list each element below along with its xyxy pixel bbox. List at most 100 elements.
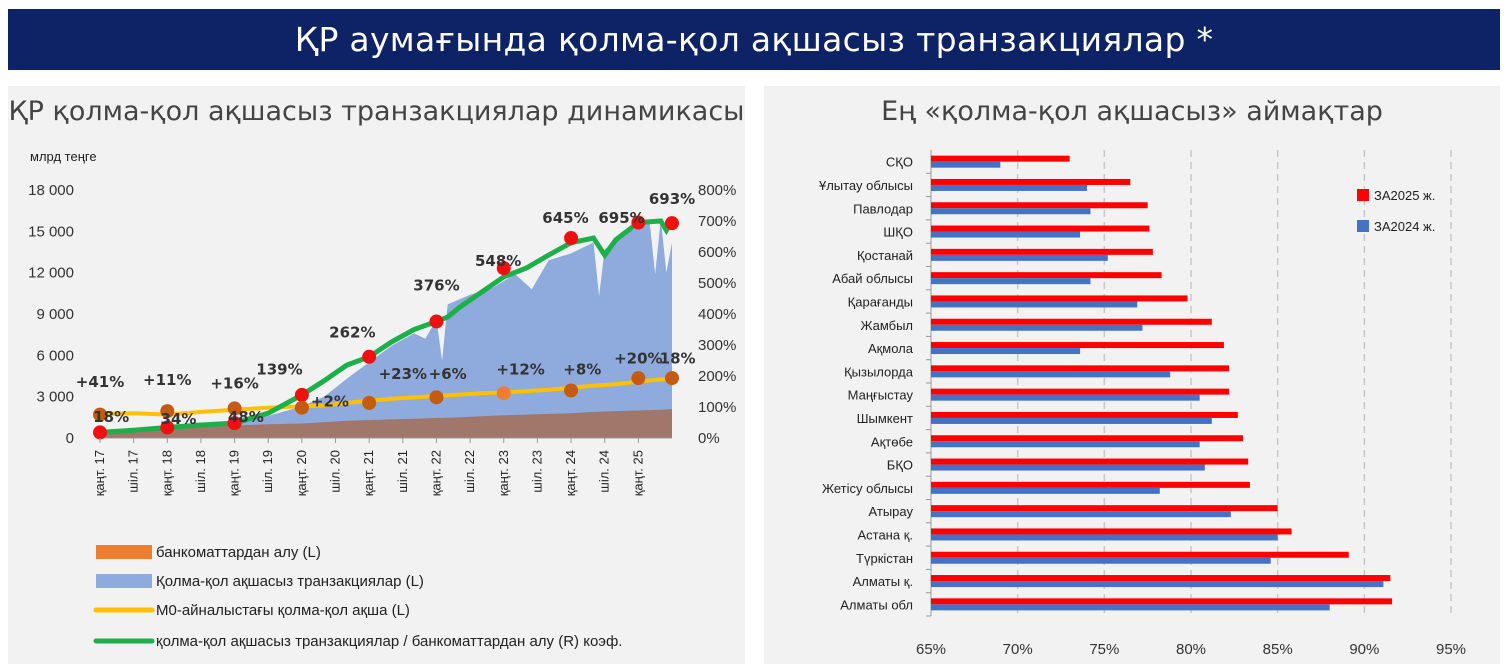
y2-tick-label: 400% xyxy=(698,306,736,323)
data-label: 262% xyxy=(329,323,375,341)
ratio-marker xyxy=(93,425,107,440)
legend-m0-label: М0-айналыстағы қолма-қол ақша (L) xyxy=(156,602,410,619)
data-label: +11% xyxy=(143,371,191,389)
x-tick-label: 95% xyxy=(1436,641,1466,658)
m0-marker xyxy=(227,401,242,416)
ratio-marker xyxy=(429,314,444,329)
bar-2025 xyxy=(931,551,1349,558)
x-tick-label: шіл. 23 xyxy=(529,450,544,493)
bar-2025 xyxy=(931,342,1224,349)
legend-cashless-swatch xyxy=(96,574,152,588)
y2-tick-label: 100% xyxy=(698,399,736,416)
data-label: +16% xyxy=(210,374,258,392)
bar-2024 xyxy=(931,278,1091,285)
x-tick-label: 70% xyxy=(1003,641,1033,658)
legend-2024-label: ЗА2024 ж. xyxy=(1374,219,1435,234)
x-tick-label: 75% xyxy=(1089,641,1119,658)
region-label: Алматы қ. xyxy=(853,574,913,589)
ratio-marker xyxy=(665,216,679,231)
bar-2024 xyxy=(931,581,1384,588)
bar-2024 xyxy=(931,487,1160,494)
data-label: 695% xyxy=(598,209,644,227)
bar-2024 xyxy=(931,184,1087,191)
bar-2025 xyxy=(931,411,1238,418)
region-label: Жетісу облысы xyxy=(822,481,913,496)
x-tick-label: шіл. 21 xyxy=(395,450,410,493)
atm-withdrawal-area xyxy=(100,409,672,438)
legend-cashless-label: Қолма-қол ақшасыз транзакциялар (L) xyxy=(156,573,424,590)
y-tick-label: 12 000 xyxy=(28,265,74,282)
y-tick-label: 15 000 xyxy=(28,223,74,240)
bar-2024 xyxy=(931,208,1091,215)
region-label: Астана қ. xyxy=(857,527,913,542)
region-label: Абай облысы xyxy=(832,271,913,286)
bar-2024 xyxy=(931,511,1231,518)
data-label: +12% xyxy=(496,361,544,379)
x-tick-label: қаңт. 20 xyxy=(294,450,309,496)
bar-2025 xyxy=(931,458,1249,465)
y2-tick-label: 600% xyxy=(698,244,736,261)
region-label: Қарағанды xyxy=(848,294,913,309)
x-tick-label: 65% xyxy=(916,641,946,658)
x-tick-label: шіл. 20 xyxy=(328,450,343,493)
region-label: Атырау xyxy=(869,504,914,519)
y-tick-label: 0 xyxy=(66,430,74,447)
page-title: ҚР аумағында қолма-қол ақшасыз транзакци… xyxy=(294,20,1214,59)
y2-tick-label: 200% xyxy=(698,368,736,385)
region-label: ШҚО xyxy=(883,225,913,240)
x-tick-label: қаңт. 19 xyxy=(227,450,242,496)
x-tick-label: қаңт. 21 xyxy=(361,450,376,496)
region-label: Түркістан xyxy=(856,551,913,566)
bar-2024 xyxy=(931,557,1271,564)
bar-2025 xyxy=(931,435,1243,442)
bar-2024 xyxy=(931,394,1200,401)
region-label: Ақтөбе xyxy=(871,434,913,449)
m0-marker xyxy=(362,395,377,410)
m0-marker xyxy=(93,407,107,422)
ratio-marker xyxy=(496,261,511,276)
x-tick-label: қаңт. 18 xyxy=(159,450,174,496)
bar-2024 xyxy=(931,324,1143,331)
bar-2024 xyxy=(931,604,1330,611)
bar-2025 xyxy=(931,388,1230,395)
y2-tick-label: 700% xyxy=(698,213,736,230)
data-label: 48% xyxy=(228,408,264,426)
bar-2024 xyxy=(931,534,1278,541)
bar-2024 xyxy=(931,371,1171,378)
x-tick-label: қаңт. 17 xyxy=(92,450,107,496)
bar-2024 xyxy=(931,441,1200,448)
legend-2024-swatch xyxy=(1357,220,1369,232)
region-label: Павлодар xyxy=(853,201,913,216)
region-label: Маңғыстау xyxy=(848,388,914,403)
y-tick-label: 9 000 xyxy=(36,306,74,323)
right-chart-title: Ең «қолма-қол ақшасыз» аймақтар xyxy=(881,96,1383,127)
bar-2024 xyxy=(931,464,1205,471)
x-tick-label: шіл. 24 xyxy=(597,450,612,493)
x-tick-label: қаңт. 23 xyxy=(496,450,511,496)
y2-tick-label: 0% xyxy=(698,430,720,447)
data-label: 548% xyxy=(475,252,521,270)
bar-2025 xyxy=(931,178,1131,185)
bar-2025 xyxy=(931,575,1391,582)
region-label: СҚО xyxy=(886,155,913,170)
region-label: Ақмола xyxy=(868,341,914,356)
m0-marker xyxy=(160,404,175,419)
ratio-marker xyxy=(160,420,175,435)
data-label: 139% xyxy=(256,361,302,379)
legend-atm-swatch xyxy=(96,545,152,559)
m0-marker xyxy=(631,371,646,386)
right-chart-panel: Ең «қолма-қол ақшасыз» аймақтар 65% 70% 75… xyxy=(764,86,1500,664)
data-label: +41% xyxy=(76,373,124,391)
left-chart-title: ҚР қолма-қол ақшасыз транзакциялар динам… xyxy=(8,96,745,127)
ratio-marker xyxy=(294,387,309,402)
bar-2025 xyxy=(931,225,1150,232)
data-label: 376% xyxy=(413,277,459,295)
region-label: Шымкент xyxy=(857,411,913,426)
header-banner: ҚР аумағында қолма-қол ақшасыз транзакци… xyxy=(8,9,1500,70)
y-tick-label: 3 000 xyxy=(36,389,74,406)
x-tick-label: қаңт. 22 xyxy=(428,450,443,496)
bar-2024 xyxy=(931,348,1081,355)
data-label: 18% xyxy=(660,350,696,368)
ratio-marker xyxy=(362,349,377,364)
data-label: +2% xyxy=(311,392,349,410)
